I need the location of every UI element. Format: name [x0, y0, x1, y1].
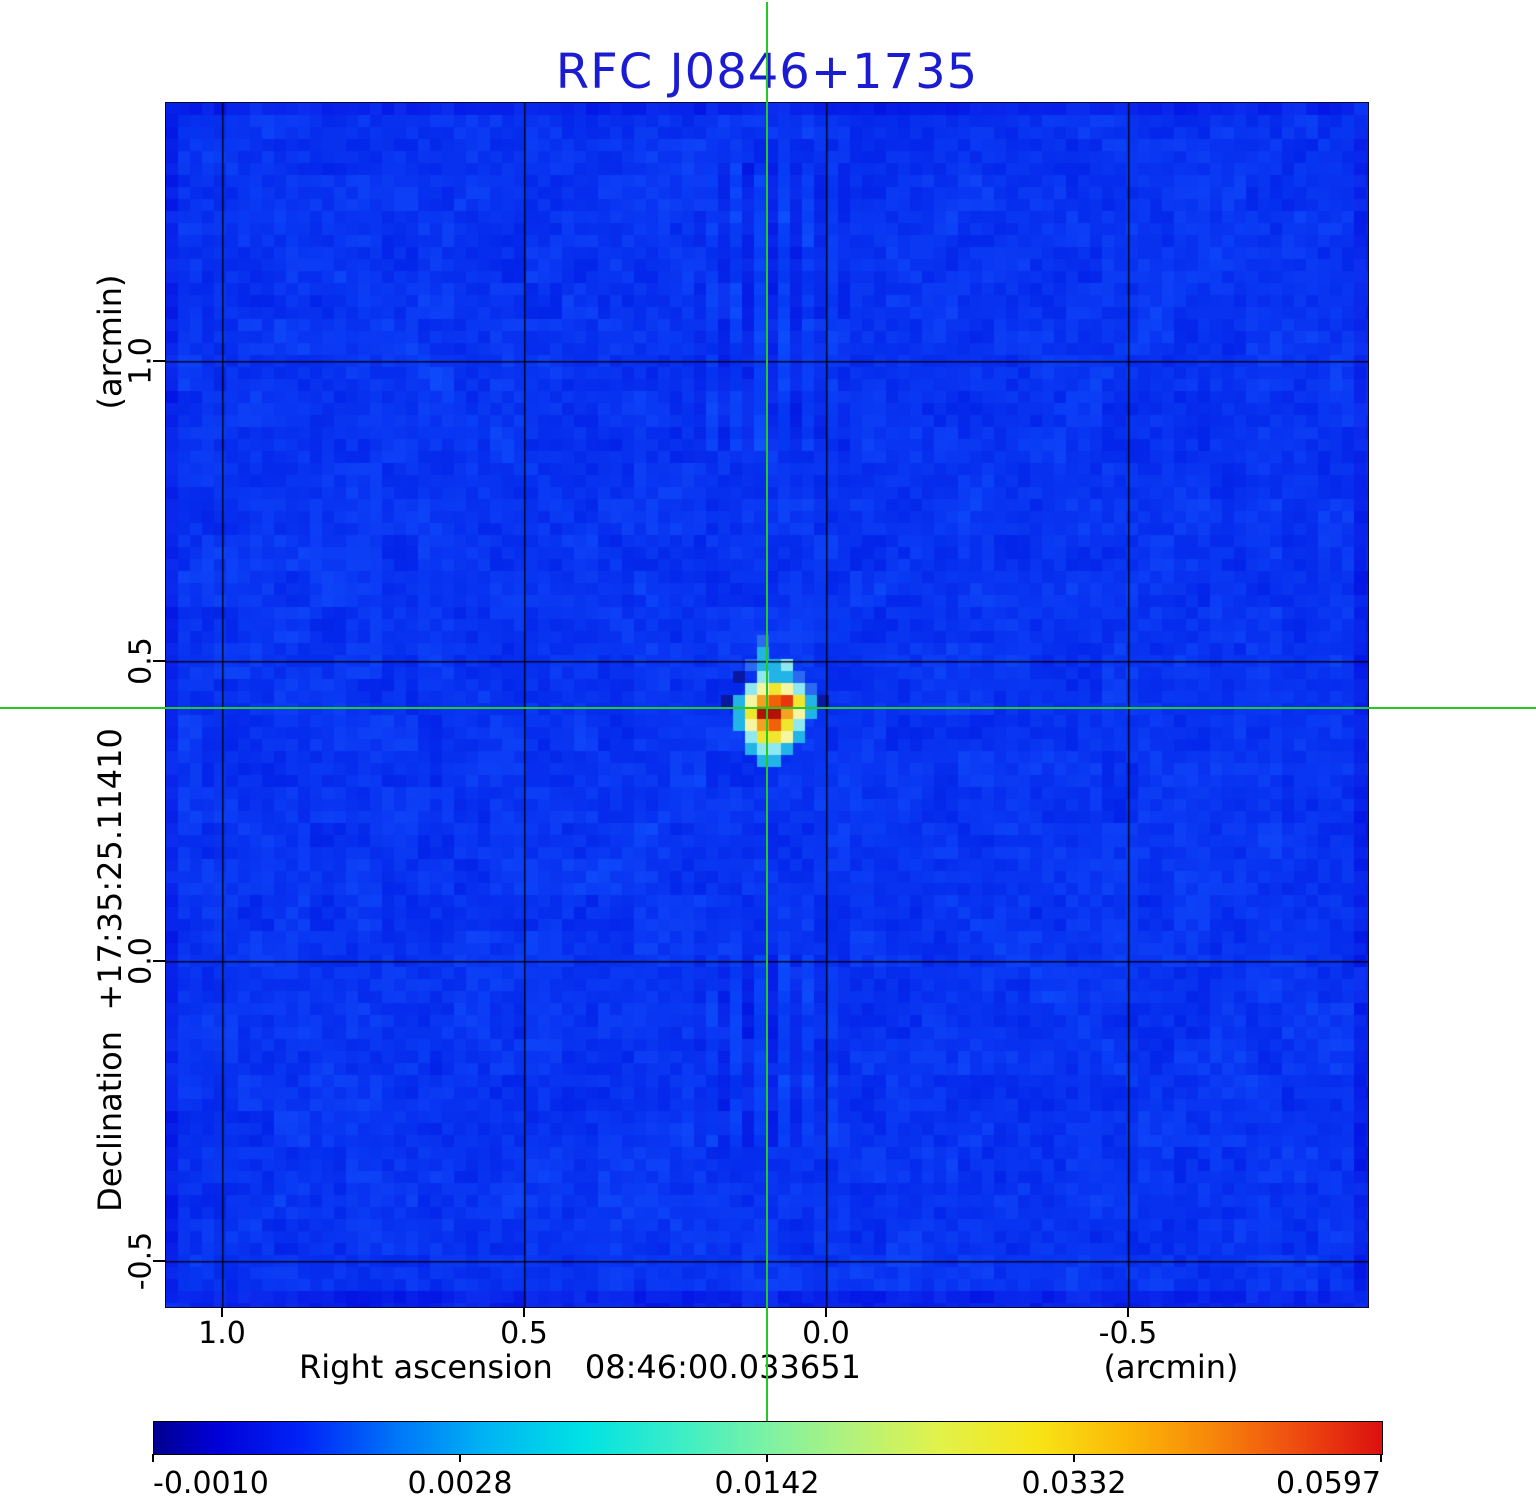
colorbar-label--0.0010: -0.0010 [153, 1466, 269, 1501]
colorbar-label-0.0142: 0.0142 [714, 1466, 820, 1501]
x-axis-unit: (arcmin) [1103, 1348, 1239, 1386]
x-tick-mark [522, 1308, 525, 1317]
y-axis-title: Declination +17:35:25.11410 [91, 728, 129, 1212]
x-tick-label-0.0: 0.0 [802, 1316, 850, 1351]
y-axis-unit: (arcmin) [91, 274, 129, 410]
x-tick-label-0.5: 0.5 [500, 1316, 548, 1351]
colorbar-tick-mark [1073, 1454, 1075, 1462]
y-axis-value: +17:35:25.11410 [91, 728, 129, 1011]
colorbar-tick-mark [1380, 1454, 1382, 1462]
x-tick-mark [221, 1308, 223, 1317]
y-tick-mark [153, 360, 165, 363]
x-tick-mark [1126, 1308, 1129, 1317]
crosshair-horizontal-line [0, 707, 1536, 709]
y-axis-label: Declination [91, 1030, 129, 1212]
x-tick-mark [825, 1308, 828, 1317]
x-axis-value: 08:46:00.033651 [584, 1348, 861, 1386]
colorbar [153, 1421, 1383, 1455]
colorbar-tick-mark [152, 1454, 154, 1462]
colorbar-label-0.0028: 0.0028 [407, 1466, 513, 1501]
crosshair-vertical-line [766, 2, 768, 1421]
y-tick-mark [153, 959, 165, 962]
y-tick-mark [153, 660, 165, 663]
x-tick-label--0.5: -0.5 [1098, 1316, 1158, 1351]
colorbar-tick-mark [766, 1454, 768, 1462]
colorbar-label-0.0597: 0.0597 [1276, 1466, 1381, 1501]
x-tick-label-1.0: 1.0 [198, 1316, 246, 1351]
x-axis-label: Right ascension [299, 1348, 553, 1386]
colorbar-tick-mark [459, 1454, 461, 1462]
colorbar-label-0.0332: 0.0332 [1021, 1466, 1127, 1501]
x-axis-title: Right ascension 08:46:00.033651 [299, 1348, 861, 1386]
y-tick-mark [153, 1260, 165, 1262]
